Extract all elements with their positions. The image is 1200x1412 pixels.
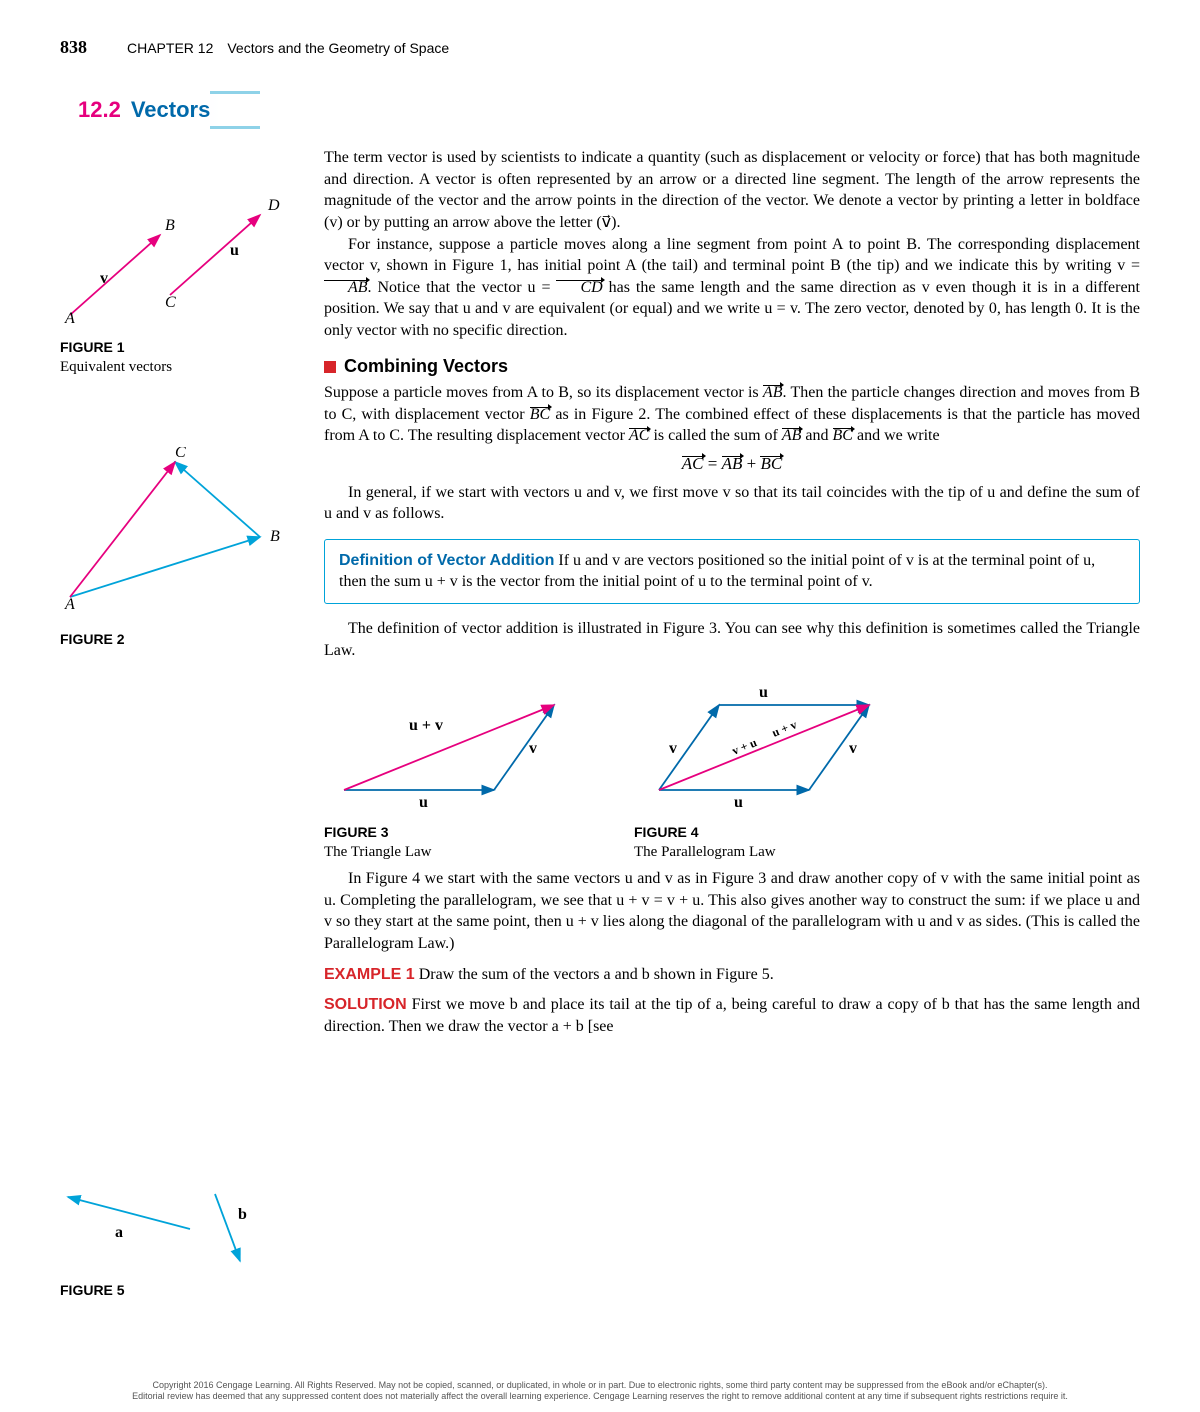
svg-text:v: v: [669, 740, 677, 757]
chapter-title: CHAPTER 12 Vectors and the Geometry of S…: [127, 39, 449, 58]
figure-4-caption: FIGURE 4: [634, 823, 924, 842]
paragraph-5: The definition of vector addition is ill…: [324, 618, 1140, 661]
svg-text:u: u: [734, 794, 743, 810]
solution-text: First we move b and place its tail at th…: [324, 996, 1140, 1035]
svg-text:a: a: [115, 1224, 123, 1241]
example-1-text: Draw the sum of the vectors a and b show…: [415, 966, 774, 983]
solution: SOLUTION First we move b and place its t…: [324, 994, 1140, 1037]
figure-3-svg: u v u + v: [324, 675, 584, 810]
svg-text:C: C: [165, 294, 176, 311]
figure-3: u v u + v FIGURE 3 The Triangle Law: [324, 675, 584, 862]
equation-1: AC = AB + BC: [324, 453, 1140, 476]
definition-box: Definition of Vector Addition If u and v…: [324, 539, 1140, 604]
svg-text:v: v: [529, 740, 537, 757]
figure-5-caption: FIGURE 5: [60, 1281, 312, 1300]
svg-text:v: v: [849, 740, 857, 757]
figure-3-subcaption: The Triangle Law: [324, 842, 584, 862]
svg-text:v: v: [100, 270, 108, 287]
svg-text:B: B: [270, 528, 280, 545]
svg-text:u + v: u + v: [409, 717, 443, 734]
figure-3-caption: FIGURE 3: [324, 823, 584, 842]
figure-4: u u v v u + v v + u FIGURE 4 The Paralle…: [634, 675, 924, 862]
svg-text:D: D: [267, 197, 280, 214]
svg-text:B: B: [165, 217, 175, 234]
paragraph-3: Suppose a particle moves from A to B, so…: [324, 382, 1140, 447]
svg-text:b: b: [238, 1206, 247, 1223]
figure-5-svg: a b: [60, 1169, 290, 1269]
figure-2-svg: A B C: [60, 447, 290, 617]
paragraph-4: In general, if we start with vectors u a…: [324, 482, 1140, 525]
paragraph-6: In Figure 4 we start with the same vecto…: [324, 868, 1140, 954]
figure-4-svg: u u v v u + v v + u: [634, 675, 924, 810]
page-number: 838: [60, 35, 87, 59]
svg-text:C: C: [175, 447, 186, 461]
svg-text:A: A: [64, 310, 75, 325]
section-heading: 12.2 Vectors: [60, 91, 1140, 129]
solution-label: SOLUTION: [324, 996, 407, 1013]
page-header: 838 CHAPTER 12 Vectors and the Geometry …: [60, 35, 1140, 59]
svg-text:u: u: [419, 794, 428, 810]
example-1: EXAMPLE 1 Draw the sum of the vectors a …: [324, 964, 1140, 986]
section-title: Vectors: [131, 95, 211, 125]
svg-text:u: u: [230, 242, 239, 259]
svg-text:A: A: [64, 596, 75, 613]
figure-1-caption: FIGURE 1: [60, 338, 312, 357]
paragraph-2: For instance, suppose a particle moves a…: [324, 234, 1140, 342]
main-text: The term vector is used by scientists to…: [324, 147, 1140, 1300]
definition-title: Definition of Vector Addition: [339, 552, 554, 569]
section-number: 12.2: [78, 95, 121, 125]
svg-text:v + u: v + u: [730, 735, 759, 758]
paragraph-1: The term vector is used by scientists to…: [324, 147, 1140, 233]
figure-4-subcaption: The Parallelogram Law: [634, 842, 924, 862]
figure-2-caption: FIGURE 2: [60, 630, 312, 649]
svg-text:u: u: [759, 684, 768, 701]
example-1-label: EXAMPLE 1: [324, 966, 415, 983]
figure-1-svg: A B C D v u: [60, 185, 290, 325]
svg-text:u + v: u + v: [770, 717, 799, 740]
sidebar-figures: A B C D v u FIGURE 1 Equivalent vectors …: [60, 147, 324, 1300]
figure-1-subcaption: Equivalent vectors: [60, 357, 312, 377]
copyright-footer: Copyright 2016 Cengage Learning. All Rig…: [60, 1380, 1140, 1402]
subheading-combining-vectors: Combining Vectors: [324, 354, 1140, 378]
